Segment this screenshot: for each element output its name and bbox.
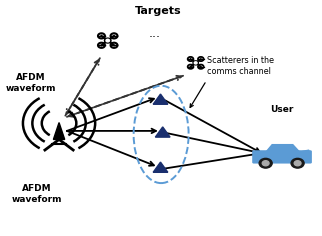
Polygon shape: [302, 150, 309, 152]
Circle shape: [193, 61, 198, 65]
Text: AFDM
waveform: AFDM waveform: [12, 184, 62, 204]
Text: User: User: [270, 105, 294, 114]
Circle shape: [106, 39, 109, 42]
Text: Scatterers in the
comms channel: Scatterers in the comms channel: [207, 56, 274, 76]
Circle shape: [104, 38, 111, 43]
Polygon shape: [155, 127, 170, 137]
Circle shape: [194, 62, 197, 64]
Circle shape: [291, 158, 304, 168]
Polygon shape: [153, 94, 168, 104]
Circle shape: [259, 158, 272, 168]
Polygon shape: [267, 145, 299, 152]
FancyBboxPatch shape: [252, 150, 312, 164]
Polygon shape: [53, 122, 65, 139]
Circle shape: [294, 161, 301, 166]
Text: AFDM
waveform: AFDM waveform: [5, 73, 56, 93]
Circle shape: [262, 161, 269, 166]
Polygon shape: [153, 162, 168, 172]
Text: ···: ···: [149, 30, 161, 44]
Text: Targets: Targets: [135, 6, 181, 16]
